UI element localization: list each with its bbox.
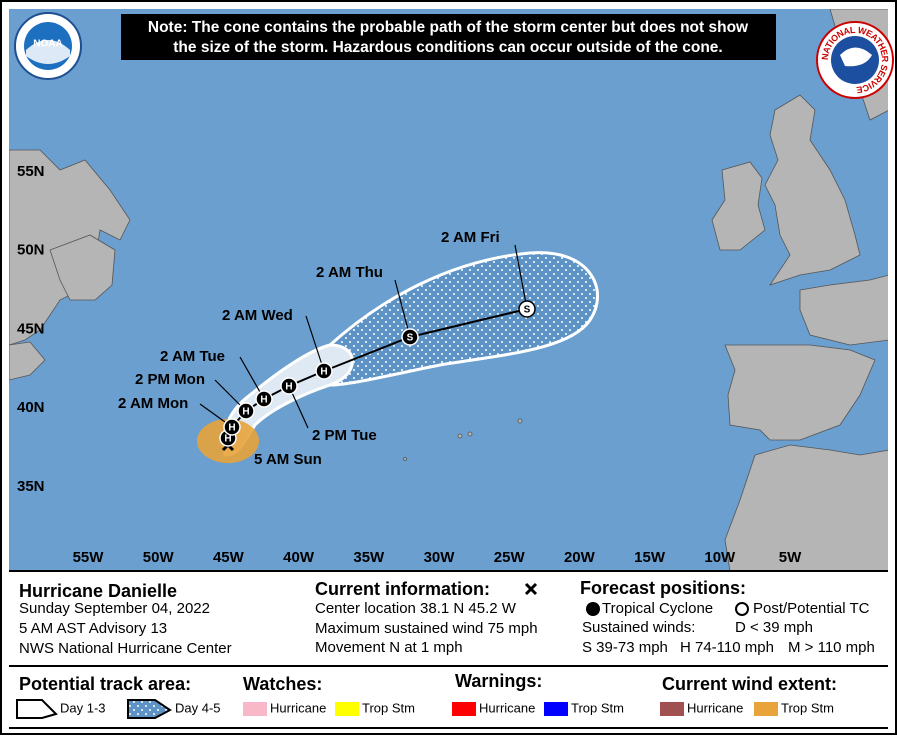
- point-time: 2 AM Mon: [118, 395, 188, 412]
- point-symbol: H: [285, 382, 292, 393]
- forecast-point: [223, 418, 241, 436]
- point-time: 2 AM Wed: [222, 307, 293, 324]
- forecast-d: D < 39 mph: [735, 619, 813, 636]
- forecast-point: [237, 402, 255, 420]
- point-symbol: S: [524, 305, 531, 316]
- longitude-label: 40W: [283, 549, 315, 566]
- watches-title: Watches:: [243, 674, 322, 694]
- forecast-tropical: Tropical Cyclone: [602, 600, 713, 617]
- point-symbol: S: [407, 333, 414, 344]
- forecast-point: [280, 377, 298, 395]
- longitude-label: 50W: [143, 549, 175, 566]
- longitude-label: 20W: [564, 549, 596, 566]
- point-time: 2 PM Mon: [135, 371, 205, 388]
- point-time: 2 AM Tue: [160, 348, 225, 365]
- cone-day-4-5: [328, 251, 599, 387]
- current-icon: [524, 582, 538, 596]
- current-title: Current information:: [315, 579, 490, 599]
- leader-line: [305, 315, 325, 372]
- latitude-label: 45N: [17, 320, 45, 337]
- longitude-label: 25W: [494, 549, 526, 566]
- forecast-point: [255, 390, 273, 408]
- day13-icon: [16, 699, 58, 719]
- storm-center: NWS National Hurricane Center: [19, 640, 232, 657]
- swatch: [754, 702, 778, 716]
- latitude-label: 35N: [17, 478, 45, 495]
- point-time: 2 PM Tue: [312, 427, 377, 444]
- warn-trop: Trop Stm: [571, 700, 624, 715]
- forecast-s: S 39-73 mph: [582, 639, 668, 656]
- forecast-point: [315, 362, 333, 380]
- point-symbol: H: [224, 434, 231, 445]
- warn-hurricane: Hurricane: [479, 700, 535, 715]
- longitude-label: 45W: [213, 549, 245, 566]
- storm-date: Sunday September 04, 2022: [19, 600, 210, 617]
- swatch: [243, 702, 267, 716]
- latitude-label: 55N: [17, 163, 45, 180]
- latitude-label: 40N: [17, 399, 45, 416]
- wind-title: Current wind extent:: [662, 674, 837, 694]
- swatch: [544, 702, 568, 716]
- tropical-icon: [586, 602, 600, 616]
- warnings-title: Warnings:: [455, 671, 542, 691]
- leader-line: [394, 279, 411, 338]
- watch-hurricane: Hurricane: [270, 700, 326, 715]
- current-line: Maximum sustained wind 75 mph: [315, 620, 538, 637]
- longitude-label: 10W: [704, 549, 736, 566]
- longitude-label: 35W: [353, 549, 385, 566]
- current-line: Center location 38.1 N 45.2 W: [315, 600, 517, 617]
- day45: Day 4-5: [175, 700, 221, 715]
- wind-hurricane: Hurricane: [687, 700, 743, 715]
- noaa-logo: NOAA: [14, 12, 82, 80]
- land: [9, 9, 888, 571]
- longitude-label: 55W: [73, 549, 105, 566]
- watch-trop: Trop Stm: [362, 700, 415, 715]
- forecast-h: H 74-110 mph: [680, 639, 774, 656]
- longitude-label: 5W: [779, 549, 802, 566]
- point-time: 2 AM Thu: [316, 264, 383, 281]
- point-time: 2 AM Fri: [441, 229, 500, 246]
- nws-logo: NATIONAL WEATHER SERVICE: [816, 21, 894, 99]
- track-title: Potential track area:: [19, 674, 191, 694]
- noaa-text: NOAA: [33, 39, 62, 50]
- latitude-label: 50N: [17, 242, 45, 259]
- swatch: [335, 702, 359, 716]
- current-line: Movement N at 1 mph: [315, 639, 463, 656]
- note-box: [121, 14, 776, 60]
- map: H 5 AM Sun H 2 AM Mon H 2 PM Mon H 2 AM Tue H 2 P…: [9, 9, 888, 571]
- point-symbol: H: [228, 423, 235, 434]
- longitude-label: 15W: [634, 549, 666, 566]
- forecast-point: [401, 328, 419, 346]
- forecast-title: Forecast positions:: [580, 578, 746, 598]
- post-icon: [735, 602, 749, 616]
- forecast-sustained: Sustained winds:: [582, 619, 695, 636]
- day13: Day 1-3: [60, 700, 106, 715]
- wind-trop: Trop Stm: [781, 700, 834, 715]
- storm-advisory: 5 AM AST Advisory 13: [19, 620, 167, 637]
- point-symbol: H: [242, 407, 249, 418]
- note-line: the size of the storm. Hazardous conditi…: [173, 39, 722, 56]
- day45-icon: [127, 699, 172, 719]
- storm-name: Hurricane Danielle: [19, 581, 177, 601]
- swatch: [452, 702, 476, 716]
- forecast-point: [518, 300, 536, 318]
- point-symbol: H: [320, 367, 327, 378]
- forecast-post: Post/Potential TC: [753, 600, 870, 617]
- point-time: 5 AM Sun: [254, 451, 322, 468]
- forecast-m: M > 110 mph: [788, 639, 875, 656]
- swatch: [660, 702, 684, 716]
- note-line: Note: The cone contains the probable pat…: [148, 19, 749, 36]
- point-symbol: H: [260, 395, 267, 406]
- leader-line: [514, 244, 528, 310]
- longitude-label: 30W: [424, 549, 456, 566]
